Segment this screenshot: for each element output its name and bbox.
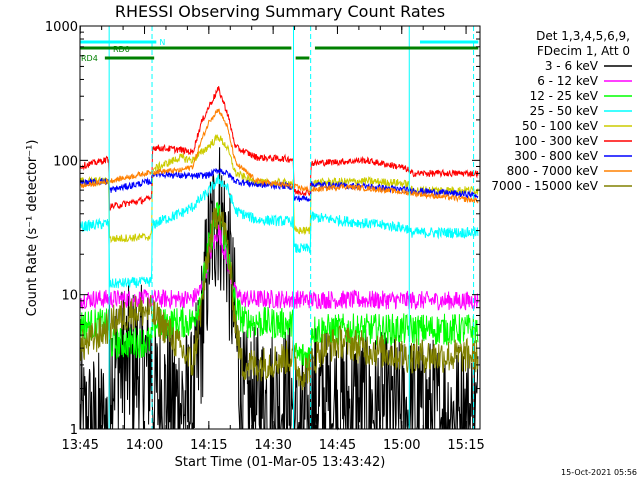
series-line-1 — [79, 224, 479, 311]
legend-label-8: 7000 - 15000 keV — [491, 179, 598, 193]
series-line-6 — [79, 167, 479, 202]
segment-boundary-lines — [108, 26, 475, 429]
series-line-0 — [79, 147, 479, 431]
series-line-3 — [79, 174, 479, 289]
y-tick-label-1: 10 — [61, 289, 78, 304]
legend-header-1: FDecim 1, Att 0 — [537, 44, 630, 58]
plot-frame — [79, 25, 481, 430]
x-tick-label-1: 14:00 — [126, 438, 163, 453]
x-tick-label-2: 14:15 — [190, 438, 227, 453]
series-line-5 — [79, 86, 479, 212]
y-tick-label-0: 1 — [70, 423, 78, 438]
y-tick-label-3: 1000 — [45, 20, 78, 35]
state-flags: N RD0 RD4 — [80, 38, 479, 63]
flag-label-rd0: RD0 — [113, 45, 130, 54]
x-tick-label-4: 14:45 — [319, 438, 356, 453]
legend-label-6: 300 - 800 keV — [514, 149, 598, 163]
legend-label-2: 12 - 25 keV — [530, 89, 599, 103]
timestamp-label: 15-Oct-2021 05:56 — [561, 468, 637, 477]
series-curves — [79, 86, 479, 431]
x-axis-label: Start Time (01-Mar-05 13:43:42) — [175, 455, 386, 470]
legend-label-3: 25 - 50 keV — [530, 104, 599, 118]
legend-label-5: 100 - 300 keV — [514, 134, 598, 148]
legend-label-4: 50 - 100 keV — [522, 119, 599, 133]
y-axis-ticks: 1 10 100 1000 — [45, 20, 480, 438]
flag-label-n: N — [159, 38, 165, 47]
series-line-7 — [79, 108, 479, 204]
legend-label-0: 3 - 6 keV — [545, 59, 599, 73]
flag-label-rd4: RD4 — [81, 54, 98, 63]
series-line-2 — [79, 201, 479, 372]
series-line-8 — [79, 207, 479, 391]
x-tick-label-5: 15:00 — [383, 438, 420, 453]
x-tick-label-6: 15:15 — [447, 438, 484, 453]
legend-label-1: 6 - 12 keV — [537, 74, 599, 88]
legend: Det 1,3,4,5,6,9,FDecim 1, Att 03 - 6 keV… — [491, 29, 632, 193]
x-axis-ticks: 13:45 14:00 14:15 14:30 14:45 15:00 15:15 — [61, 26, 485, 453]
x-tick-label-0: 13:45 — [61, 438, 98, 453]
legend-label-7: 800 - 7000 keV — [507, 164, 599, 178]
chart-title: RHESSI Observing Summary Count Rates — [115, 2, 445, 21]
legend-header-0: Det 1,3,4,5,6,9, — [536, 29, 630, 43]
x-tick-label-3: 14:30 — [254, 438, 291, 453]
y-tick-label-2: 100 — [53, 154, 78, 169]
series-line-4 — [79, 133, 479, 244]
y-axis-label: Count Rate (s⁻¹ detector⁻¹) — [25, 140, 40, 317]
